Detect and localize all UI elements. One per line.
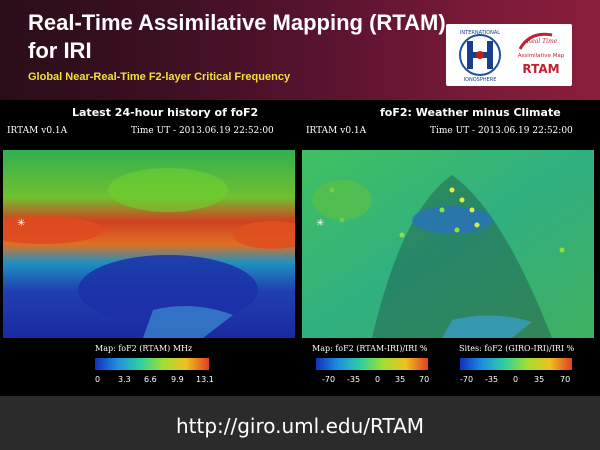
left-time-label: Time UT - 2013.06.19 22:52:00 [131,126,274,136]
rtam-logo-icon: Real Time Assimilative Map RTAM [518,32,565,76]
right-map-colorbar [316,358,428,370]
right-sites-colorbar [460,358,572,370]
svg-text:IONOSPHERE: IONOSPHERE [464,77,497,83]
slide-subtitle: Global Near-Real-Time F2-layer Critical … [28,71,291,83]
right-map-tick: -70 [322,375,336,384]
left-tick: 6.6 [144,375,157,384]
right-sites-tick: 35 [534,375,545,384]
svg-text:✳: ✳ [316,218,324,229]
right-sites-tick: 70 [560,375,571,384]
left-tick: 3.3 [118,375,131,384]
right-map-tick: 70 [419,375,430,384]
left-scale-label: Map: foF2 (RTAM) MHz [95,344,193,353]
left-version-label: IRTAM v0.1A [7,126,68,136]
right-time-label: Time UT - 2013.06.19 22:52:00 [430,126,573,136]
slide-title: Real-Time Assimilative Mapping (RTAM) fo… [28,10,446,63]
left-colorbar [95,358,209,370]
svg-text:✳: ✳ [17,218,25,229]
left-tick: 9.9 [171,375,184,384]
right-version-label: IRTAM v0.1A [306,126,367,136]
right-sites-tick: 0 [513,375,519,384]
right-sites-scale-label: Sites: foF2 (GIRO-IRI)/IRI % [459,344,575,353]
left-panel-heading: Latest 24-hour history of foF2 [72,106,259,119]
left-tick: 0 [95,375,101,384]
footer: http://giro.uml.edu/RTAM [0,396,600,450]
left-fof2-map: ✳ [3,150,295,338]
right-map-tick: 35 [395,375,406,384]
right-fof2-map: ✳ [302,150,594,338]
svg-text:Real Time: Real Time [526,38,558,45]
ionosphere-logo-icon: INTERNATIONAL IONOSPHERE [459,30,501,83]
left-panel: IRTAM v0.1A Time UT - 2013.06.19 22:52:0… [3,122,295,392]
right-map-tick: 0 [375,375,381,384]
right-map-scale-label: Map: foF2 (RTAM-IRI)/IRI % [312,344,428,353]
svg-text:Assimilative Map: Assimilative Map [518,53,565,59]
right-sites-tick: -35 [485,375,499,384]
svg-text:RTAM: RTAM [522,62,559,76]
logos: INTERNATIONAL IONOSPHERE Real Time Assim… [446,24,572,86]
right-panel: IRTAM v0.1A Time UT - 2013.06.19 22:52:0… [302,122,594,392]
left-tick: 13.1 [196,375,214,384]
right-sites-tick: -70 [460,375,474,384]
right-map-tick: -35 [347,375,361,384]
svg-text:INTERNATIONAL: INTERNATIONAL [460,30,500,36]
right-panel-heading: foF2: Weather minus Climate [380,106,561,119]
footer-url: http://giro.uml.edu/RTAM [175,414,425,438]
